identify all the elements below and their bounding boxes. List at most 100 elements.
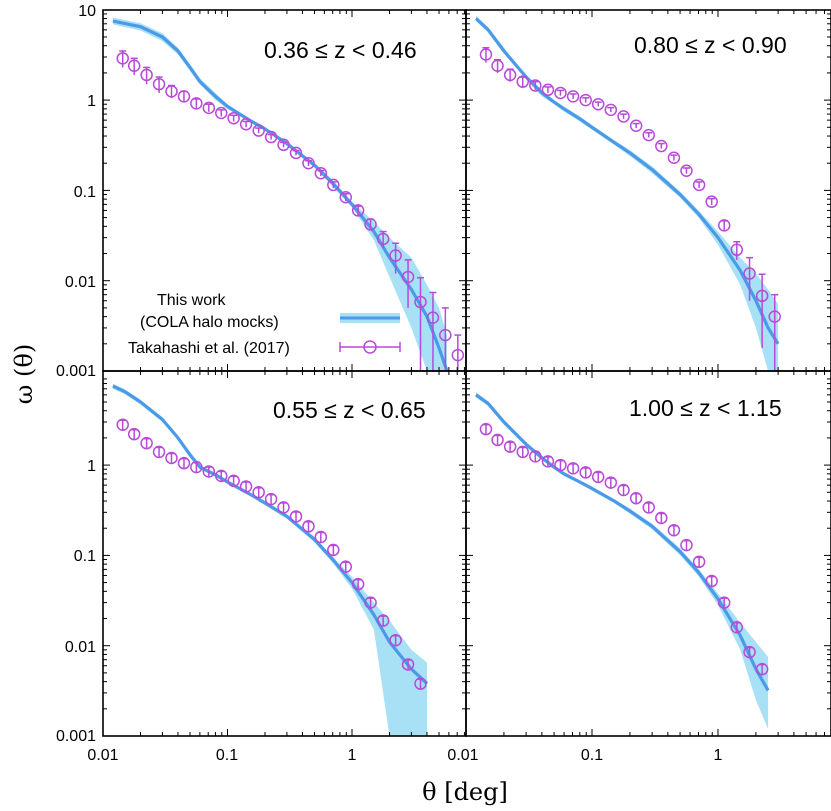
legend-model-line1: This work: [157, 292, 226, 309]
x-tick-1-right: 1: [714, 747, 723, 764]
redshift-label-top-right: 0.80 ≤ z < 0.90: [634, 32, 787, 58]
y-tick-0.001-bottom: 0.001: [56, 728, 96, 745]
obs-point: [617, 110, 630, 123]
obs-point: [591, 97, 605, 111]
obs-point: [516, 445, 529, 459]
obs-point: [264, 130, 278, 144]
obs-point: [215, 106, 228, 120]
obs-point: [339, 190, 353, 204]
panel-top-right: [474, 15, 781, 371]
legend-model-line2: (COLA halo mocks): [140, 314, 279, 331]
obs-point: [439, 328, 452, 342]
panel-top-left: [112, 17, 465, 371]
obs-point: [705, 574, 718, 588]
obs-point: [264, 492, 278, 506]
obs-point: [667, 151, 681, 164]
obs-point: [491, 433, 504, 447]
obs-point: [401, 658, 415, 671]
obs-point: [327, 543, 340, 557]
obs-point: [215, 469, 228, 483]
obs-point: [479, 422, 493, 436]
x-axis-title: θ [deg]: [422, 778, 508, 806]
obs-point: [414, 295, 427, 309]
obs-point: [376, 614, 390, 627]
obs-point: [289, 146, 303, 160]
model-line-top-right: [474, 17, 780, 345]
obs-point: [479, 48, 493, 61]
obs-point: [692, 178, 706, 192]
obs-point: [566, 90, 580, 103]
obs-point: [579, 93, 592, 107]
obs-point: [227, 111, 240, 125]
obs-point: [655, 511, 668, 525]
obs-point: [177, 456, 191, 470]
obs-point: [717, 596, 731, 609]
obs-point: [314, 166, 328, 180]
obs-point: [503, 68, 517, 82]
redshift-label-bottom-left: 0.55 ≤ z < 0.65: [273, 397, 426, 423]
obs-point: [401, 270, 415, 284]
y-tick-10: 10: [78, 3, 96, 20]
obs-point: [692, 555, 706, 569]
y-tick-1-top: 1: [87, 93, 96, 110]
obs-point: [252, 124, 265, 137]
obs-point: [755, 289, 769, 303]
obs-point: [680, 164, 693, 178]
obs-point: [165, 85, 178, 98]
x-tick-labels: 0.01 0.1 1 0.01 0.1 1: [87, 747, 722, 764]
obs-point: [743, 645, 756, 659]
obs-point: [566, 462, 580, 475]
obs-point: [680, 538, 693, 552]
obs-point: [239, 118, 253, 131]
obs-point: [667, 523, 681, 537]
obs-point: [277, 138, 290, 152]
obs-point: [604, 103, 618, 117]
y-tick-0.01-bottom: 0.01: [65, 639, 96, 656]
obs-point: [755, 662, 769, 676]
obs-point: [414, 677, 427, 690]
x-tick-0.1-right: 0.1: [581, 747, 603, 764]
obs-point: [177, 90, 191, 103]
obs-point: [730, 621, 744, 634]
obs-point: [116, 52, 129, 65]
obs-point: [516, 75, 529, 88]
model-band-bottom-left: [112, 383, 428, 736]
y-tick-0.001-top: 0.001: [56, 363, 96, 380]
obs-point: [202, 465, 216, 478]
x-tick-1-left: 1: [348, 747, 357, 764]
legend-obs-marker: [363, 340, 377, 354]
obs-point: [617, 483, 630, 497]
obs-point: [190, 97, 203, 110]
obs-point: [389, 249, 402, 262]
y-axis-title: ω (θ): [10, 344, 38, 404]
panel-frames: [102, 9, 831, 737]
obs-point: [190, 460, 203, 474]
obs-point: [541, 455, 555, 468]
obs-point: [743, 267, 756, 280]
redshift-label-bottom-right: 1.00 ≤ z < 1.15: [629, 395, 782, 421]
obs-point: [579, 466, 592, 479]
obs-point: [629, 491, 643, 505]
y-tick-1-bottom: 1: [87, 458, 96, 475]
obs-point: [629, 119, 643, 132]
obs-point: [302, 156, 315, 170]
obs-point: [364, 596, 377, 609]
obs-point: [642, 501, 655, 514]
obs-point: [389, 633, 402, 647]
x-tick-0.1-left: 0.1: [216, 747, 238, 764]
panel-bottom-right: [475, 392, 770, 729]
axis-ticks: [102, 10, 831, 737]
obs-point: [127, 59, 141, 73]
obs-point: [705, 195, 718, 208]
obs-point: [541, 83, 555, 97]
obs-point: [289, 510, 303, 523]
obs-point: [426, 311, 440, 324]
obs-point: [227, 474, 240, 488]
model-line-bottom-left: [112, 384, 429, 685]
obs-point: [302, 520, 315, 533]
obs-point: [529, 79, 542, 92]
y-tick-0.1-top: 0.1: [74, 184, 96, 201]
obs-point: [239, 480, 253, 493]
obs-point: [252, 486, 265, 499]
